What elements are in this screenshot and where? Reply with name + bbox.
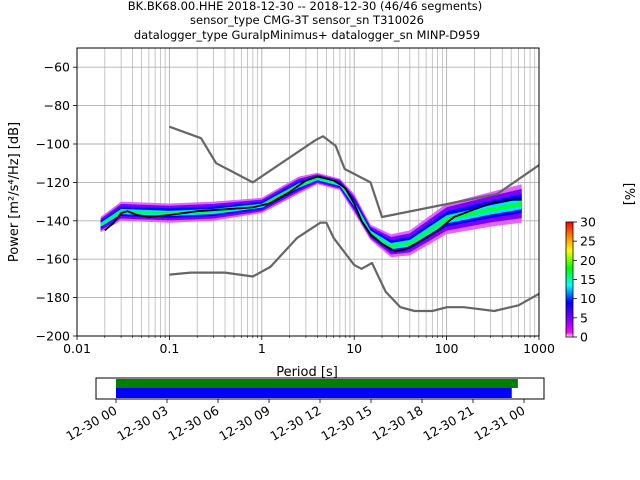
series-lines [104,125,540,313]
timeline-processed-bar [116,388,512,398]
grid [76,48,539,337]
colorbar-tick-label: 25 [580,234,596,249]
y-tick-label: −200 [36,329,70,344]
y-tick-label: −80 [44,98,70,113]
series-line-noise-model-low [169,221,540,313]
timeline-tick-label: 12-30 00 [63,403,119,444]
plot-area: 0.01 0.1 1 10 100 1000 −60 −80 −100 −120 −140 −160… [7,47,555,380]
series-line-noise-model-high [169,125,540,219]
timeline-coverage-bars [116,379,518,398]
y-tick-label: −120 [36,175,70,190]
colorbar-tick-label: 5 [580,310,588,325]
y-axis-label: Power [m²/s⁴/Hz] [dB] [7,122,22,262]
x-axis-ticks: 0.01 0.1 1 10 100 1000 [63,336,555,356]
density-band-blue [100,175,522,252]
timeline-tick-label: 12-30 15 [318,403,374,444]
title-line-3: datalogger_type GuralpMinimus+ datalogge… [134,28,480,42]
timeline-tick-label: 12-30 09 [216,403,272,444]
colorbar-tick-label: 0 [580,330,588,345]
colorbar-ticks: 0 5 10 15 20 25 30 [573,215,596,345]
plot-background [77,48,539,336]
x-tick-label: 1 [258,341,266,356]
timeline-tick-label: 12-30 03 [114,403,170,444]
y-tick-label: −100 [36,137,70,152]
colorbar-label: [%] [621,183,636,206]
colorbar-tick-label: 20 [580,253,596,268]
colorbar-tick-label: 10 [580,291,596,306]
y-tick-label: −180 [36,290,70,305]
timeline-tick-label: 12-30 18 [369,403,425,444]
timeline-tick-label: 12-30 21 [420,403,476,444]
x-tick-label: 1000 [523,341,555,356]
timeline-tick-label: 12-31 00 [471,403,527,444]
timeline-tick-label: 12-30 12 [267,403,323,444]
x-tick-label: 100 [435,341,459,356]
colorbar-tick-label: 15 [580,272,596,287]
x-axis-label: Period [s] [276,365,338,380]
x-tick-label: 10 [346,341,362,356]
timeline-tick-label: 12-30 06 [165,403,221,444]
colorbar-tick-label: 30 [580,215,596,230]
y-tick-label: −140 [36,213,70,228]
plot-frame [76,47,540,337]
x-tick-label: 0.01 [63,341,91,356]
series-line-mode [104,175,522,253]
y-tick-label: −160 [36,252,70,267]
colorbar: 0 5 10 15 20 25 30 [%] [565,183,636,345]
y-axis-ticks: −60 −80 −100 −120 −140 −160 −180 −200 [36,60,77,344]
title-line-2: sensor_type CMG-3T sensor_sn T310026 [190,13,424,27]
title-line-1: BK.BK68.00.HHE 2018-12-30 -- 2018-12-30 … [128,0,482,13]
x-tick-label: 0.1 [159,341,179,356]
timeline-data-bar [116,379,518,388]
y-tick-label: −60 [44,60,70,75]
colorbar-gradient [565,221,574,338]
title: BK.BK68.00.HHE 2018-12-30 -- 2018-12-30 … [128,0,482,42]
